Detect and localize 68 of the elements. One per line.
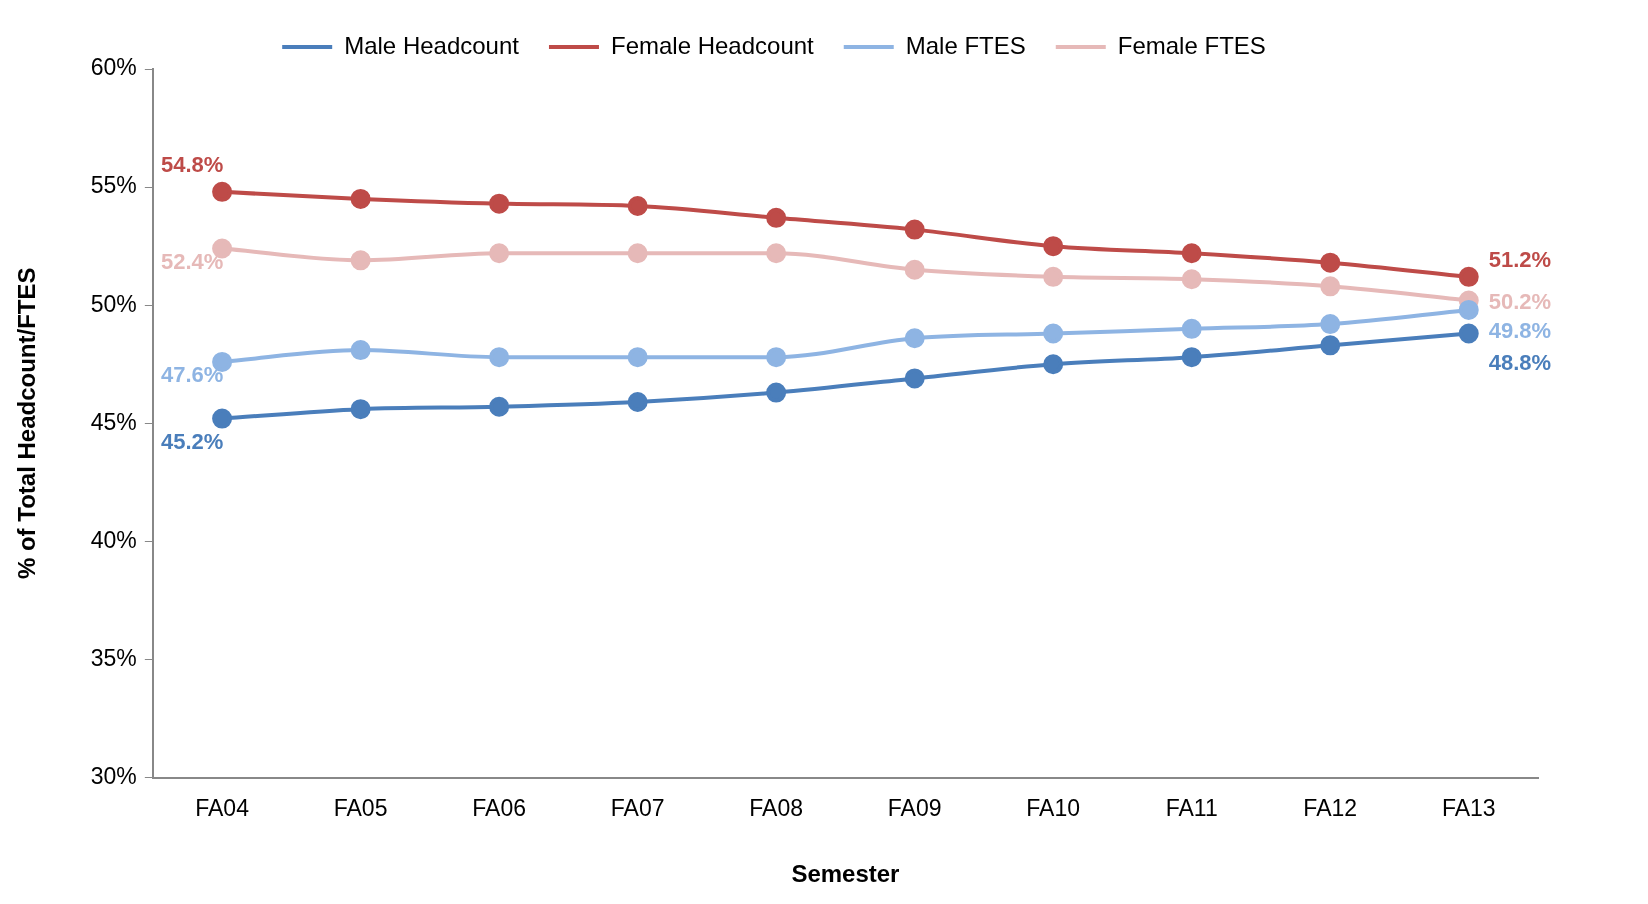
point <box>1320 314 1341 335</box>
y-tick-label: 60% <box>90 54 137 81</box>
point <box>350 340 371 361</box>
point <box>1458 266 1479 287</box>
point <box>766 207 787 228</box>
point <box>489 193 510 214</box>
data-label: 45.2% <box>160 428 224 454</box>
point <box>1181 243 1202 264</box>
point <box>212 181 233 202</box>
point <box>904 219 925 240</box>
x-axis-title: Semester <box>791 860 900 888</box>
point <box>766 382 787 403</box>
legend-label: Male Headcount <box>344 31 520 59</box>
x-tick-label: FA07 <box>610 794 665 821</box>
y-tick-label: 55% <box>90 172 137 199</box>
y-tick-label: 45% <box>90 408 137 435</box>
y-tick-label: 30% <box>90 762 137 789</box>
point <box>627 196 648 216</box>
point <box>1043 354 1064 375</box>
x-tick-label: FA09 <box>887 794 942 821</box>
x-tick-label: FA04 <box>195 794 250 821</box>
x-tick-label: FA05 <box>333 794 388 821</box>
data-label: 54.8% <box>160 151 224 177</box>
data-label: 50.2% <box>1488 288 1552 314</box>
point <box>1320 252 1341 273</box>
point <box>1181 269 1202 290</box>
data-label: 52.4% <box>160 248 224 274</box>
legend-label: Female FTES <box>1117 31 1266 59</box>
legend-label: Female Headcount <box>610 31 815 59</box>
point <box>350 250 371 271</box>
point <box>1043 266 1064 287</box>
point <box>766 347 787 368</box>
point <box>627 392 648 413</box>
point <box>1181 347 1202 368</box>
point <box>627 347 648 368</box>
point <box>904 328 925 349</box>
point <box>904 368 925 389</box>
x-tick-label: FA08 <box>749 794 804 821</box>
point <box>766 243 787 264</box>
data-label: 51.2% <box>1488 246 1552 272</box>
point <box>350 399 371 420</box>
y-tick-label: 35% <box>90 644 137 671</box>
legend-label: Male FTES <box>905 31 1026 59</box>
data-label: 48.8% <box>1488 349 1552 375</box>
y-tick-label: 50% <box>90 290 137 317</box>
point <box>350 188 371 209</box>
point <box>1181 318 1202 339</box>
point <box>1458 323 1479 344</box>
point <box>1043 236 1064 257</box>
data-label: 49.8% <box>1488 317 1552 343</box>
point <box>1458 299 1479 320</box>
x-tick-label: FA12 <box>1303 794 1358 821</box>
point <box>212 408 233 429</box>
x-tick-label: FA10 <box>1026 794 1081 821</box>
point <box>489 347 510 368</box>
point <box>1320 276 1341 297</box>
y-axis-title: % of Total Headcount/FTES <box>13 267 41 580</box>
point <box>627 243 648 264</box>
point <box>489 243 510 264</box>
point <box>489 396 510 417</box>
x-tick-label: FA13 <box>1441 794 1496 821</box>
x-tick-label: FA11 <box>1165 794 1218 821</box>
x-tick-label: FA06 <box>472 794 526 821</box>
data-label: 47.6% <box>160 361 224 387</box>
point <box>1043 323 1064 344</box>
point <box>1320 335 1341 356</box>
point <box>904 259 925 280</box>
y-tick-label: 40% <box>90 526 137 553</box>
